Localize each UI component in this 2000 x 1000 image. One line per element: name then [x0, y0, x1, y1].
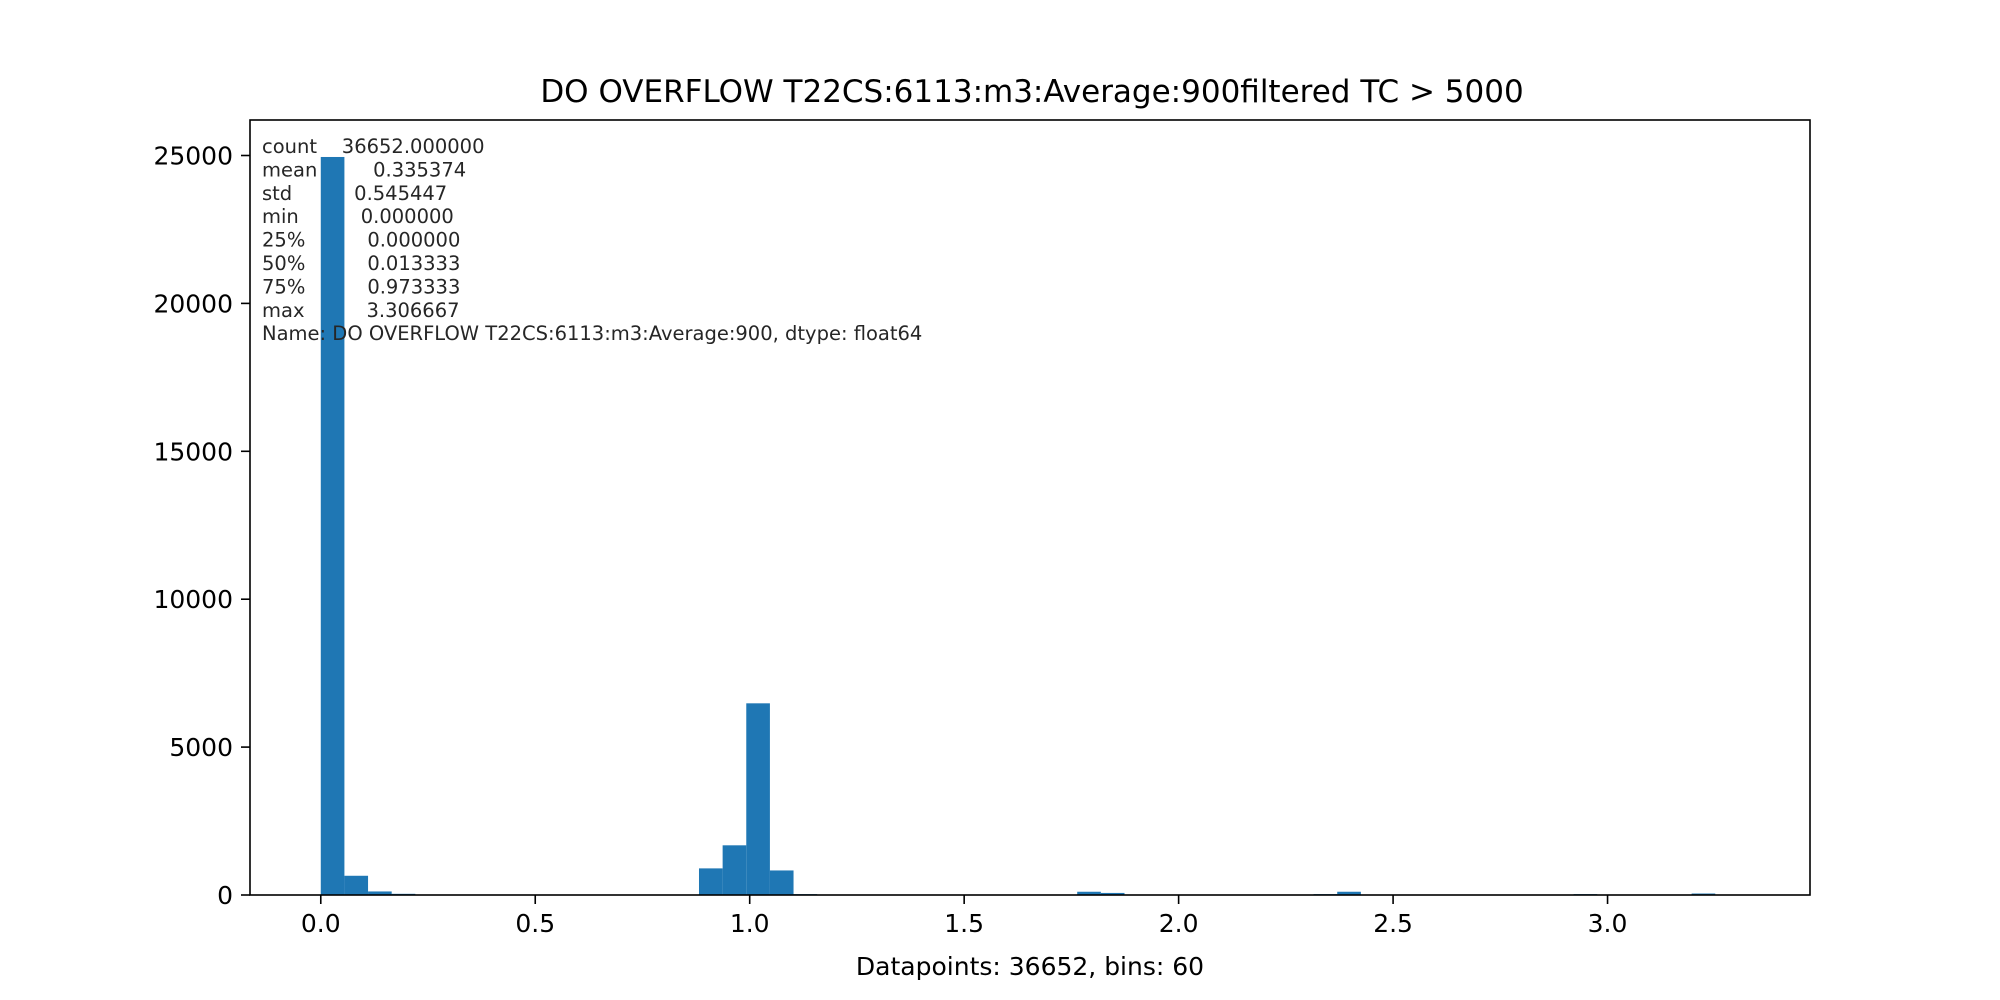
x-tick-label: 0.5: [515, 909, 555, 938]
histogram-bar: [344, 875, 369, 895]
x-tick-label: 1.0: [730, 909, 770, 938]
y-tick-label: 20000: [153, 289, 233, 318]
stats-line: 25% 0.000000: [262, 229, 460, 252]
y-axis-ticks: 0 5000 10000 15000 20000 25000: [153, 141, 250, 910]
stats-line: Name: DO OVERFLOW T22CS:6113:m3:Average:…: [262, 322, 922, 345]
histogram-bar: [1337, 891, 1361, 895]
x-axis-label: Datapoints: 36652, bins: 60: [856, 952, 1204, 981]
x-tick-label: 3.0: [1588, 909, 1628, 938]
stats-line: min 0.000000: [262, 205, 454, 228]
histogram-bar: [698, 868, 723, 895]
histogram-bar: [722, 845, 747, 895]
x-tick-label: 2.5: [1373, 909, 1413, 938]
y-tick-label: 25000: [153, 141, 233, 170]
stats-line: mean 0.335374: [262, 158, 466, 181]
stats-line: count 36652.000000: [262, 135, 484, 158]
plot-area-frame: [249, 119, 1811, 896]
x-tick-label: 0.0: [301, 909, 341, 938]
histogram-bar: [1077, 891, 1101, 895]
y-tick-label: 0: [217, 881, 233, 910]
histogram-bar: [368, 891, 392, 895]
x-tick-label: 2.0: [1159, 909, 1199, 938]
stats-line: 75% 0.973333: [262, 275, 460, 298]
stats-line: max 3.306667: [262, 299, 460, 322]
histogram-bar: [746, 703, 770, 895]
histogram-bars: [320, 156, 1716, 896]
stats-line: std 0.545447: [262, 182, 447, 205]
x-axis-ticks: 0.0 0.5 1.0 1.5 2.0 2.5 3.0: [301, 895, 1628, 938]
histogram-bar: [769, 870, 794, 895]
y-tick-label: 10000: [153, 585, 233, 614]
plot-area-background: [250, 120, 1810, 895]
x-tick-label: 1.5: [944, 909, 984, 938]
chart-title: DO OVERFLOW T22CS:6113:m3:Average:900fil…: [540, 74, 1523, 110]
y-tick-label: 15000: [153, 437, 233, 466]
y-tick-label: 5000: [169, 733, 233, 762]
stats-line: 50% 0.013333: [262, 252, 460, 275]
histogram-bar: [1100, 892, 1125, 895]
histogram-bar: [320, 156, 345, 896]
